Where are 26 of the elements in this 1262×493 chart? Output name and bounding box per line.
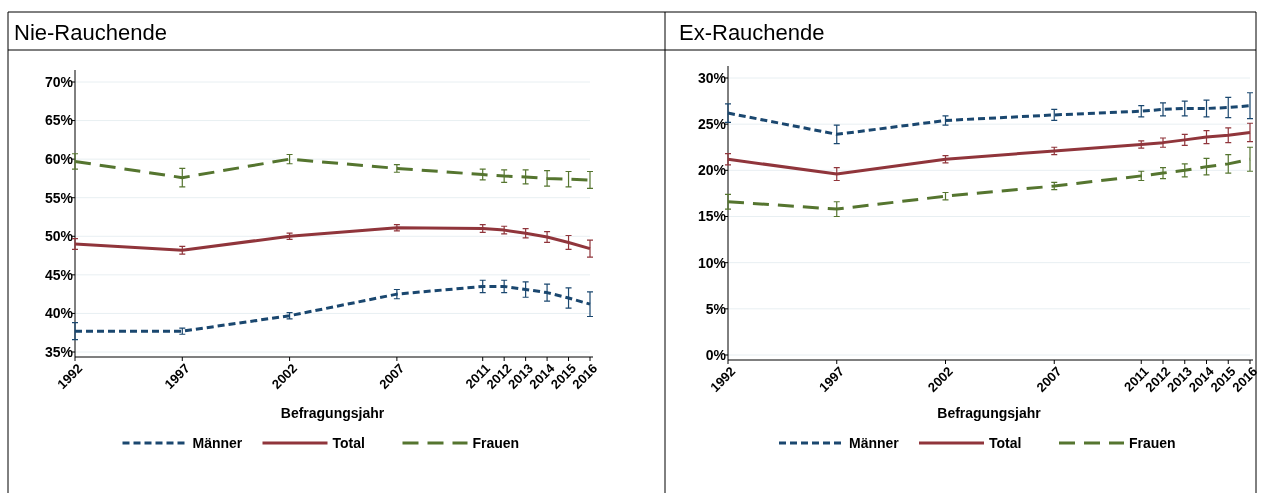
x-axis-title: Befragungsjahr [280,405,385,421]
line-series [73,224,592,255]
y-tick-label: 15% [697,208,727,225]
y-tick-label: 50% [44,228,74,245]
chart-title: Ex-Rauchende [679,20,825,45]
y-tick-label: 35% [44,343,74,360]
x-axis-title: Befragungsjahr [937,405,1042,421]
legend-label: Total [989,434,1022,451]
y-tick-label: 60% [44,151,74,168]
y-tick-label: 40% [44,305,74,322]
y-tick-label: 30% [697,69,727,86]
y-tick-label: 25% [697,116,727,133]
y-tick-label: 5% [705,300,727,317]
y-tick-label: 55% [44,189,74,206]
y-tick-label: 20% [697,162,727,179]
legend-label: Männer [192,434,243,451]
legend-label: Männer [849,434,900,451]
y-tick-label: 70% [44,73,74,90]
y-tick-label: 10% [697,254,727,271]
chart-title: Nie-Rauchende [14,20,167,45]
legend-label: Frauen [472,434,520,451]
y-tick-label: 0% [705,346,727,363]
y-tick-label: 45% [44,266,74,283]
legend-label: Frauen [1129,434,1176,451]
y-tick-label: 65% [44,112,74,129]
legend-label: Total [332,434,365,451]
